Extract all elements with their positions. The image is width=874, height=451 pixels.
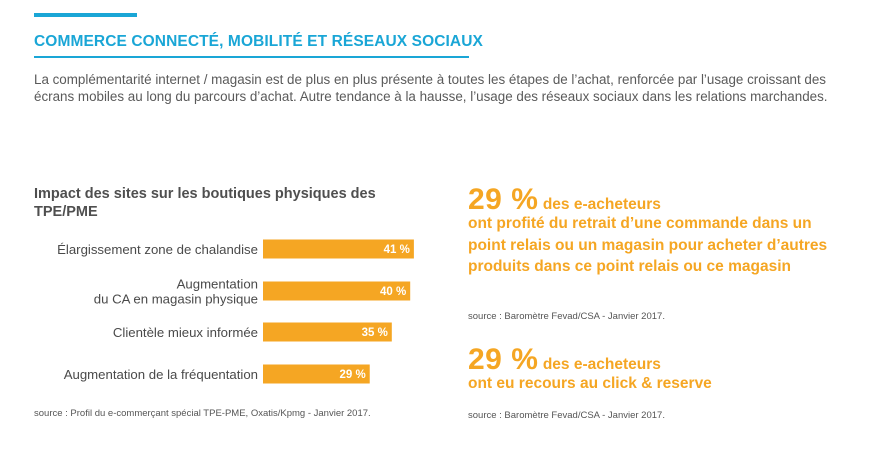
category-label: Augmentation xyxy=(177,277,258,292)
title-underline xyxy=(34,56,469,58)
stat-lead: des e-acheteurs xyxy=(542,196,661,213)
bar xyxy=(263,364,370,384)
category-label: du CA en magasin physique xyxy=(94,292,258,307)
bar xyxy=(263,322,392,342)
category-label: Augmentation de la fréquentation xyxy=(64,367,258,382)
stat-lead: des e-acheteurs xyxy=(542,356,661,373)
stat-source: source : Baromètre Fevad/CSA - Janvier 2… xyxy=(468,410,665,421)
category-label: Élargissement zone de chalandise xyxy=(57,242,258,257)
bar xyxy=(263,281,411,301)
bar xyxy=(263,239,414,259)
bar-value-label: 29 % xyxy=(340,369,366,381)
bar-value-label: 40 % xyxy=(380,286,406,298)
chart-source: source : Profil du e-commerçant spécial … xyxy=(34,408,371,419)
stat-body: ont profité du retrait d’une commande da… xyxy=(468,215,828,275)
stat-number: 29 % xyxy=(468,183,539,216)
chart-title: Impact des sites sur les boutiques physi… xyxy=(34,186,376,220)
bar-value-label: 35 % xyxy=(362,327,388,339)
category-label: Clientèle mieux informée xyxy=(113,325,258,340)
stat-source: source : Baromètre Fevad/CSA - Janvier 2… xyxy=(468,311,665,322)
section-title: COMMERCE CONNECTÉ, MOBILITÉ ET RÉSEAUX S… xyxy=(34,33,483,50)
stat-block-click-reserve: 29 % des e-acheteurs ont eu recours au c… xyxy=(468,343,828,395)
bar-value-label: 41 % xyxy=(384,244,410,256)
stat-block-relais: 29 % des e-acheteurs ont profité du retr… xyxy=(468,183,828,278)
stat-number: 29 % xyxy=(468,343,539,376)
intro-paragraph: La complémentarité internet / magasin es… xyxy=(34,72,828,104)
section-accent-bar xyxy=(34,13,137,17)
stat-body: ont eu recours au click & reserve xyxy=(468,375,712,392)
